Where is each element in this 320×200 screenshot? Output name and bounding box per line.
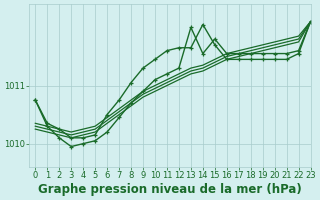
X-axis label: Graphe pression niveau de la mer (hPa): Graphe pression niveau de la mer (hPa)	[38, 183, 302, 196]
